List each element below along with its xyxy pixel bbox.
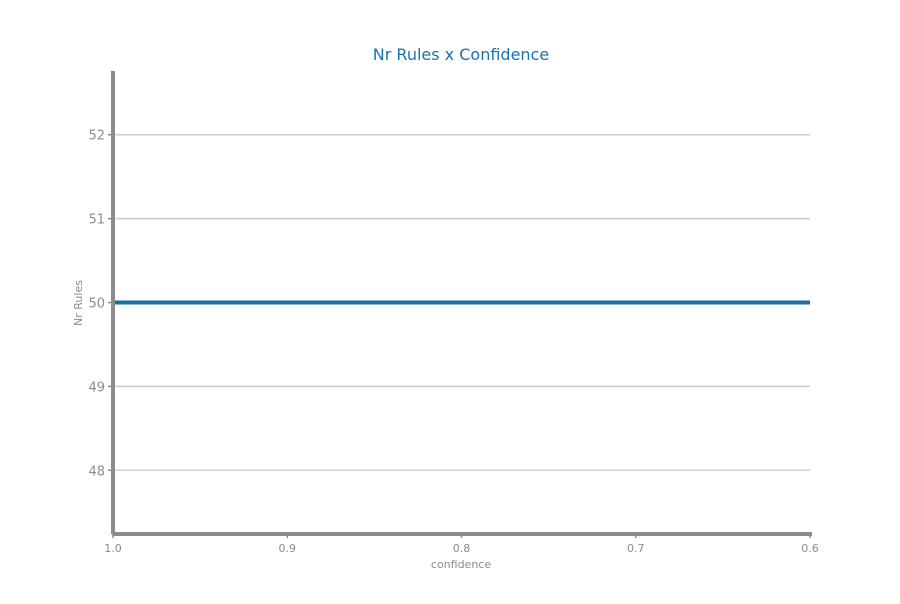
y-tick-label: 48	[88, 464, 105, 479]
y-tick-label: 51	[88, 213, 105, 228]
x-tick-label: 0.8	[453, 542, 471, 555]
y-tick-labels: 48 49 50 51 52	[88, 129, 105, 480]
y-tick-label: 52	[88, 129, 105, 144]
x-tick-label: 0.7	[627, 542, 645, 555]
x-tick-label: 0.9	[279, 542, 297, 555]
y-tick-label: 49	[88, 380, 105, 395]
chart-title: Nr Rules x Confidence	[373, 45, 549, 64]
y-tick-label: 50	[88, 297, 105, 312]
x-tick-labels: 1.0 0.9 0.8 0.7 0.6	[104, 542, 819, 555]
x-axis-label: confidence	[431, 558, 491, 571]
axes	[108, 71, 812, 538]
x-tick-label: 1.0	[104, 542, 122, 555]
x-tick-label: 0.6	[801, 542, 819, 555]
y-axis-label: Nr Rules	[72, 280, 85, 326]
